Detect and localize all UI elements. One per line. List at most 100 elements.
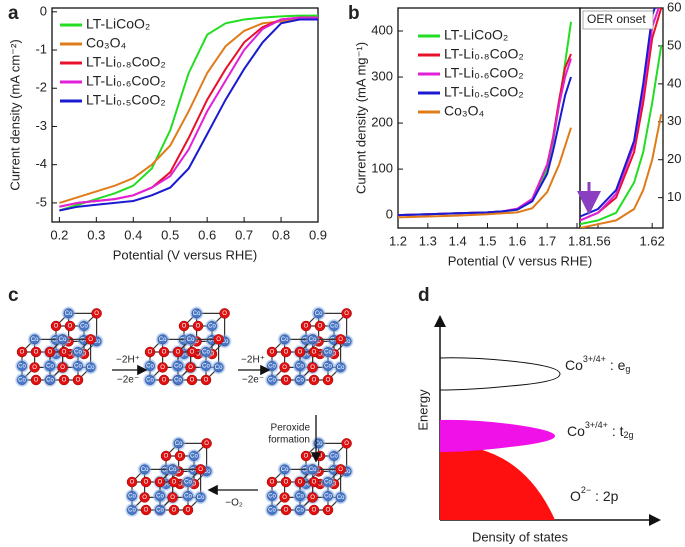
- plot-frame: [51, 7, 319, 223]
- x-tick-label: 0.6: [198, 227, 216, 242]
- atom-label: Co: [65, 311, 73, 317]
- x-tick-label: 1.56: [585, 233, 610, 248]
- atom-label: O: [76, 378, 81, 384]
- co-core: [295, 375, 305, 385]
- legend-label: Co₃O₄: [86, 35, 126, 51]
- atom-label: Co: [174, 378, 182, 384]
- o-atom: [335, 464, 346, 475]
- atom-label: Co: [324, 350, 332, 356]
- o-atom: [279, 362, 290, 373]
- o-atom: [158, 374, 170, 386]
- atom-label: O: [326, 378, 331, 384]
- step-label: −2e⁻: [117, 375, 139, 386]
- o-atom: [168, 504, 180, 516]
- atom-label: O: [162, 350, 167, 356]
- atom-label: Co: [80, 324, 88, 330]
- atom-label: O: [190, 378, 195, 384]
- atom-label: O: [62, 350, 67, 356]
- atom-label: O: [270, 480, 275, 486]
- atom-label: Co: [187, 337, 195, 343]
- atom-label: Co: [268, 508, 276, 514]
- label-part: : 2p: [591, 488, 618, 504]
- atom-label: O: [304, 454, 309, 460]
- atom-label: Co: [337, 495, 345, 501]
- co-core: [191, 308, 202, 319]
- o-atom: [44, 346, 56, 358]
- co-core: [155, 491, 165, 501]
- atom-label: O: [182, 324, 187, 330]
- atom-label: O: [282, 495, 287, 501]
- co-core: [17, 361, 27, 371]
- atom-label: O: [326, 508, 331, 514]
- legend-label: LT-Li₀.₈CoO₂: [86, 54, 166, 70]
- y-tick-label: 10: [667, 189, 681, 204]
- o-atom: [322, 374, 334, 386]
- atom-label: O: [62, 378, 67, 384]
- step-label: −2H⁺: [116, 355, 140, 366]
- co-core: [267, 375, 277, 385]
- atom-label: Co: [343, 339, 351, 345]
- co-core: [73, 361, 83, 371]
- co-core: [323, 491, 333, 501]
- atom-label: Co: [141, 467, 149, 473]
- atom-label: O: [310, 495, 315, 501]
- atom-label: O: [178, 454, 183, 460]
- o-atom: [126, 476, 138, 488]
- co-core: [45, 375, 55, 385]
- co-core: [45, 361, 55, 371]
- x-tick-label: 1.2: [389, 233, 407, 248]
- o-atom: [314, 320, 326, 332]
- x-axis-label: Density of states: [472, 529, 569, 544]
- x-tick-label: 0.9: [309, 227, 327, 242]
- co-core: [29, 334, 40, 345]
- o-atom: [280, 374, 292, 386]
- co-core: [329, 451, 339, 461]
- series-line: [59, 16, 318, 208]
- atom-label: O: [196, 324, 201, 330]
- atom-label: O: [158, 480, 163, 486]
- y-tick-label: -5: [35, 194, 47, 209]
- band-label: O2− : 2p: [570, 485, 619, 503]
- o-atom: [58, 346, 70, 358]
- atom-label: Co: [174, 364, 182, 370]
- o-atom: [213, 334, 224, 345]
- legend-label: LT-Li₀.₆CoO₂: [86, 73, 166, 89]
- atom-label: Co: [268, 494, 276, 500]
- x-tick-label: 0.4: [124, 227, 142, 242]
- co-core: [127, 505, 137, 515]
- x-tick-label: 1.8: [568, 233, 586, 248]
- x-tick-label: 0.5: [161, 227, 179, 242]
- o-atom: [266, 346, 278, 358]
- atom-label: Co: [193, 311, 201, 317]
- o-atom: [72, 374, 84, 386]
- y-tick-label: -1: [35, 41, 47, 56]
- atom-label: Co: [202, 364, 210, 370]
- y-tick-label: 0: [40, 3, 47, 18]
- panel-label: c: [8, 285, 19, 306]
- atom-label: O: [284, 480, 289, 486]
- atom-label: O: [162, 378, 167, 384]
- atom-label: Co: [128, 494, 136, 500]
- atom-label: O: [130, 480, 135, 486]
- co-core: [79, 321, 89, 331]
- legend-label: LT-LiCoO₂: [86, 16, 150, 32]
- x-tick-label: 1.3: [419, 233, 437, 248]
- step-label: −2H⁺: [241, 355, 265, 366]
- x-tick-label: 1.7: [538, 233, 556, 248]
- atom-label: O: [298, 480, 303, 486]
- atom-label: Co: [184, 480, 192, 486]
- o-atom: [266, 476, 278, 488]
- atom-label: Co: [215, 365, 223, 371]
- y-tick-label: -2: [35, 80, 47, 95]
- step-label: −O₂: [225, 498, 243, 509]
- band-label: Co3+/4+ : t2g: [567, 420, 634, 440]
- atom-label: Co: [268, 364, 276, 370]
- atom-label: O: [312, 480, 317, 486]
- annotation: OER onset: [587, 12, 646, 26]
- o-atom: [140, 504, 152, 516]
- o-atom: [308, 476, 320, 488]
- o-atom: [154, 476, 166, 488]
- atom-label: O: [88, 337, 93, 343]
- atom-label: O: [338, 467, 343, 473]
- legend-label: LT-Li₀.₆CoO₂: [444, 65, 524, 81]
